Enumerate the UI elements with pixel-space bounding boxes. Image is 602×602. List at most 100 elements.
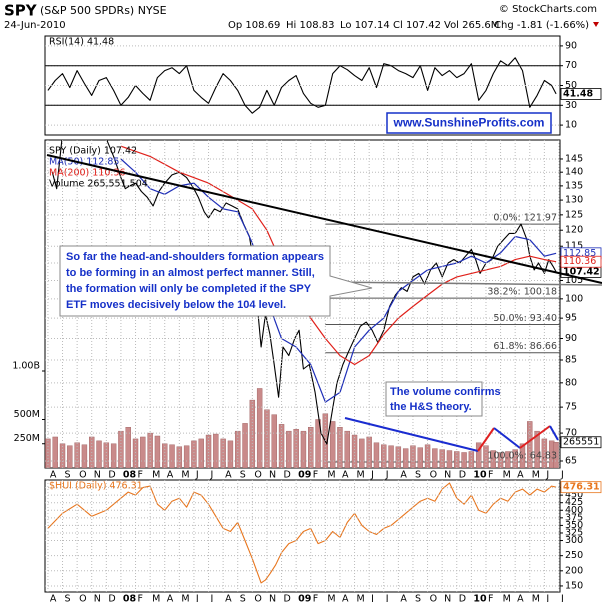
- volume-trend: [477, 427, 495, 452]
- y-tick-label: 95: [565, 313, 577, 324]
- fib-label: 61.8%: 86.66: [493, 341, 557, 352]
- y-tick-label: 10: [565, 120, 577, 131]
- volume-bar: [52, 436, 58, 468]
- legend-entry: MA(50) 112.85: [49, 157, 119, 168]
- x-tick-label: M: [532, 470, 540, 481]
- y-tick-label: 75: [565, 402, 577, 413]
- x-tick-label: D: [459, 470, 466, 481]
- x-tick-label: M: [503, 470, 511, 481]
- volume-bar: [505, 451, 511, 468]
- x-tick-label: O: [254, 470, 261, 481]
- y-tick-label: 200: [565, 565, 583, 576]
- series-line: [47, 57, 557, 114]
- y-tick-label: 70: [565, 60, 577, 71]
- x-tick-label: N: [444, 594, 451, 602]
- x-tick-label: M: [357, 470, 365, 481]
- volume-bar: [154, 435, 161, 468]
- volume-bar: [337, 427, 343, 468]
- x-tick-label: J: [210, 470, 214, 481]
- volume-bar: [198, 438, 204, 468]
- x-tick-label: A: [50, 470, 57, 481]
- y-tick-label: 300: [565, 535, 583, 546]
- x-tick-label: O: [430, 594, 437, 602]
- fib-label: 50.0%: 93.40: [493, 313, 557, 324]
- volume-bar: [527, 421, 533, 468]
- volume-bar: [227, 440, 234, 468]
- volume-bar: [475, 442, 482, 468]
- volume-bar: [381, 444, 387, 468]
- panel-frame: [44, 479, 561, 593]
- x-tick-label: J: [545, 470, 549, 481]
- y-tick-label: 65: [565, 455, 577, 466]
- volume-bar: [359, 438, 365, 468]
- end-label: 112.85: [563, 248, 596, 259]
- y-tick-label: 150: [565, 580, 583, 591]
- volume-bar: [461, 452, 467, 468]
- x-tick-label: N: [269, 470, 276, 481]
- volume-bar: [256, 388, 263, 468]
- x-tick-label: F: [488, 470, 493, 481]
- x-tick-label: A: [225, 470, 232, 481]
- y-tick-label: 350: [565, 520, 583, 531]
- x-tick-label: 10: [473, 594, 487, 602]
- volume-bar: [373, 442, 380, 468]
- y-tick-label: 140: [565, 167, 583, 178]
- x-tick-label: M: [327, 594, 335, 602]
- x-tick-label: A: [400, 594, 407, 602]
- date: 24-Jun-2010: [4, 20, 66, 31]
- stat: Vol 265.6M: [444, 20, 499, 31]
- x-tick-label: F: [138, 594, 143, 602]
- x-tick-label: D: [284, 594, 291, 602]
- stat: Cl 107.42: [393, 20, 441, 31]
- y-tick-label: 400: [565, 505, 583, 516]
- y2-tick-label: 250M: [14, 433, 40, 444]
- x-tick-label: O: [430, 470, 437, 481]
- x-tick-label: M: [152, 470, 160, 481]
- x-tick-label: J: [195, 594, 199, 602]
- x-tick-label: J: [210, 594, 214, 602]
- volume-bar: [286, 430, 292, 468]
- volume-trend: [549, 425, 559, 441]
- y-tick-label: 90: [565, 40, 577, 51]
- legend-entry: Volume 265,551,504: [49, 179, 148, 190]
- y2-tick-label: 1.00B: [12, 360, 40, 371]
- volume-trend: [344, 417, 479, 452]
- volume-bar: [490, 450, 496, 468]
- x-tick-label: 09: [298, 594, 311, 602]
- x-tick-label: J: [195, 470, 199, 481]
- x-tick-label: J: [370, 594, 374, 602]
- stat: Op 108.69: [228, 20, 280, 31]
- volume-bar: [388, 445, 394, 468]
- volume-bar: [271, 414, 277, 468]
- y-tick-label: 30: [565, 100, 577, 111]
- x-tick-label: J: [385, 594, 389, 602]
- volume-bar: [308, 427, 314, 468]
- x-tick-label: 09: [298, 470, 311, 481]
- y-tick-label: 50: [565, 80, 577, 91]
- volume-bar: [344, 430, 350, 468]
- y2-tick-label: 500M: [14, 409, 40, 420]
- y-tick-label: 130: [565, 195, 583, 206]
- volume-bar: [410, 445, 416, 468]
- volume-bar: [132, 438, 139, 468]
- callout-text: to be forming in an almost perfect manne…: [66, 267, 315, 279]
- end-label-box: [560, 436, 602, 449]
- symbol: SPY: [4, 2, 38, 20]
- legend-entry: SPY (Daily) 107.42: [49, 146, 137, 157]
- end-label: 107.42: [563, 266, 600, 277]
- x-tick-label: D: [284, 470, 291, 481]
- x-tick-label: S: [415, 470, 421, 481]
- volume-bar: [125, 427, 131, 468]
- stat: Chg -1.81 (-1.66%): [494, 20, 589, 31]
- volume-trend: [493, 427, 521, 449]
- y-tick-label: 105: [565, 275, 583, 286]
- x-tick-label: M: [181, 470, 189, 481]
- x-tick-label: J: [385, 470, 389, 481]
- x-tick-label: A: [342, 594, 349, 602]
- symbol-name: (S&P 500 SPDRs) NYSE: [40, 4, 167, 17]
- y-tick-label: 80: [565, 377, 577, 388]
- x-tick-label: F: [138, 470, 143, 481]
- stat: Hi 108.83: [286, 20, 334, 31]
- y-tick-label: 85: [565, 355, 577, 366]
- volume-bar: [169, 444, 175, 468]
